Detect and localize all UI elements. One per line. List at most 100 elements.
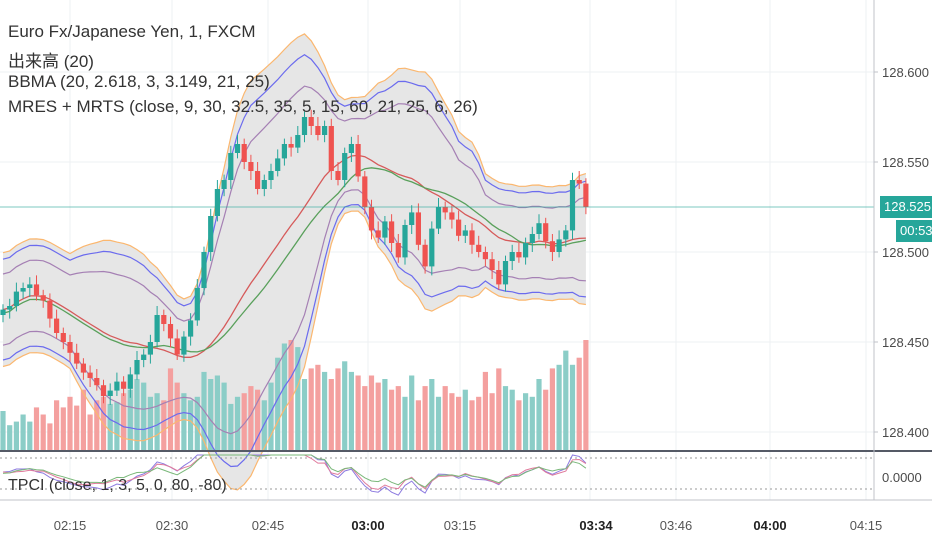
volume-bar [489,393,495,450]
volume-bar [74,405,80,450]
volume-bar [569,364,576,450]
lower-inner-band-line [2,203,586,468]
price-axis-tick-label: 128.500 [882,245,929,260]
bbma-indicator-label[interactable]: BBMA (20, 2.618, 3, 3.149, 21, 25) [8,72,270,91]
volume-bar [94,400,100,450]
volume-bar [389,389,395,450]
candle-body [549,241,555,252]
candle-body [127,374,133,389]
volume-bar [194,396,200,450]
candle-body [40,295,46,301]
candle-body [429,228,435,267]
volume-indicator-label[interactable]: 出来高 (20) [8,52,94,71]
candle-body [221,180,227,189]
volume-bar [54,400,60,450]
ma-21-line [2,154,586,358]
candle-body [33,284,40,296]
volume-bar [516,400,522,450]
tpci-indicator-label[interactable]: TPCI (close, 1, 3, 5, 0, 80, -80) [8,477,227,494]
candle-body [54,318,60,333]
volume-bar [322,371,328,450]
candle-body [241,144,247,162]
candle-body [201,252,207,288]
volume-bar [422,386,428,450]
volume-bar [248,386,254,450]
time-axis-tick-label: 02:30 [156,518,189,533]
volume-bar [335,368,341,450]
volume-bar [288,340,294,450]
price-axis-tick-label: 128.600 [882,65,929,80]
candle-body [147,342,153,355]
volume-bar [241,393,247,450]
volume-bar [362,386,368,450]
price-axis-tick-label: 128.550 [882,155,929,170]
candle-body [60,333,66,342]
volume-bar [576,357,582,450]
volume-bar [295,347,301,450]
volume-bar [355,375,361,450]
candle-body [208,216,214,252]
candle-body [301,117,308,135]
candle-body [348,144,354,153]
volume-bar [167,368,174,450]
volume-bar [127,389,133,450]
volume-bar [409,375,415,450]
current-price-badge: 128.525 [880,196,932,218]
volume-bar [214,375,220,450]
candle-body [174,338,180,355]
candle-body [569,180,576,231]
mres-mrts-indicator-label[interactable]: MRES + MRTS (close, 9, 30, 32.5, 35, 5, … [8,97,478,116]
candle-body [27,284,33,288]
candle-body [442,207,448,213]
candle-body [94,378,100,386]
upper-outer-band-line [2,33,587,300]
candle-body [194,288,200,321]
volume-bar [268,382,274,450]
candle-body [154,315,160,342]
candle-body [315,126,321,135]
symbol-title[interactable]: Euro Fx/Japanese Yen, 1, FXCM [8,22,256,41]
candle-body [529,234,535,243]
candle-body [288,144,294,148]
candle-body [328,126,334,171]
candle-body [161,315,167,324]
candle-body [489,259,495,270]
volume-bar [523,393,529,450]
volume-bar [462,389,468,450]
oscillator-axis-tick-label: 0.0000 [882,470,922,485]
volume-bar [315,364,321,450]
candle-body [275,158,281,171]
candle-body [415,212,421,245]
candle-body [255,171,261,189]
candle-body [449,212,455,220]
candle-body [355,144,361,177]
volume-bar [47,423,53,450]
lower-mid-band-line [2,189,586,435]
volume-bar [255,389,261,450]
lower-outer-band-line [2,210,586,491]
volume-bar [281,343,287,450]
volume-bar [181,393,187,450]
volume-bar [7,425,13,450]
candle-body [402,225,408,258]
volume-bar [415,400,421,450]
volume-bar [456,396,462,450]
volume-bar [469,400,475,450]
volume-bar [563,350,569,450]
time-axis-tick-label: 02:45 [252,518,285,533]
upper-mid-band-line [2,85,587,322]
volume-bar [502,386,509,450]
candle-body [13,291,19,306]
volume-bar [543,389,549,450]
price-axis-tick-label: 128.450 [882,335,929,350]
candle-body [476,244,482,252]
candle-body [536,223,542,234]
candle-body [422,244,428,267]
volume-bar [188,400,194,450]
candle-body [576,180,582,184]
candle-body [543,223,549,242]
volume-bar [87,414,93,450]
candle-body [47,300,53,319]
